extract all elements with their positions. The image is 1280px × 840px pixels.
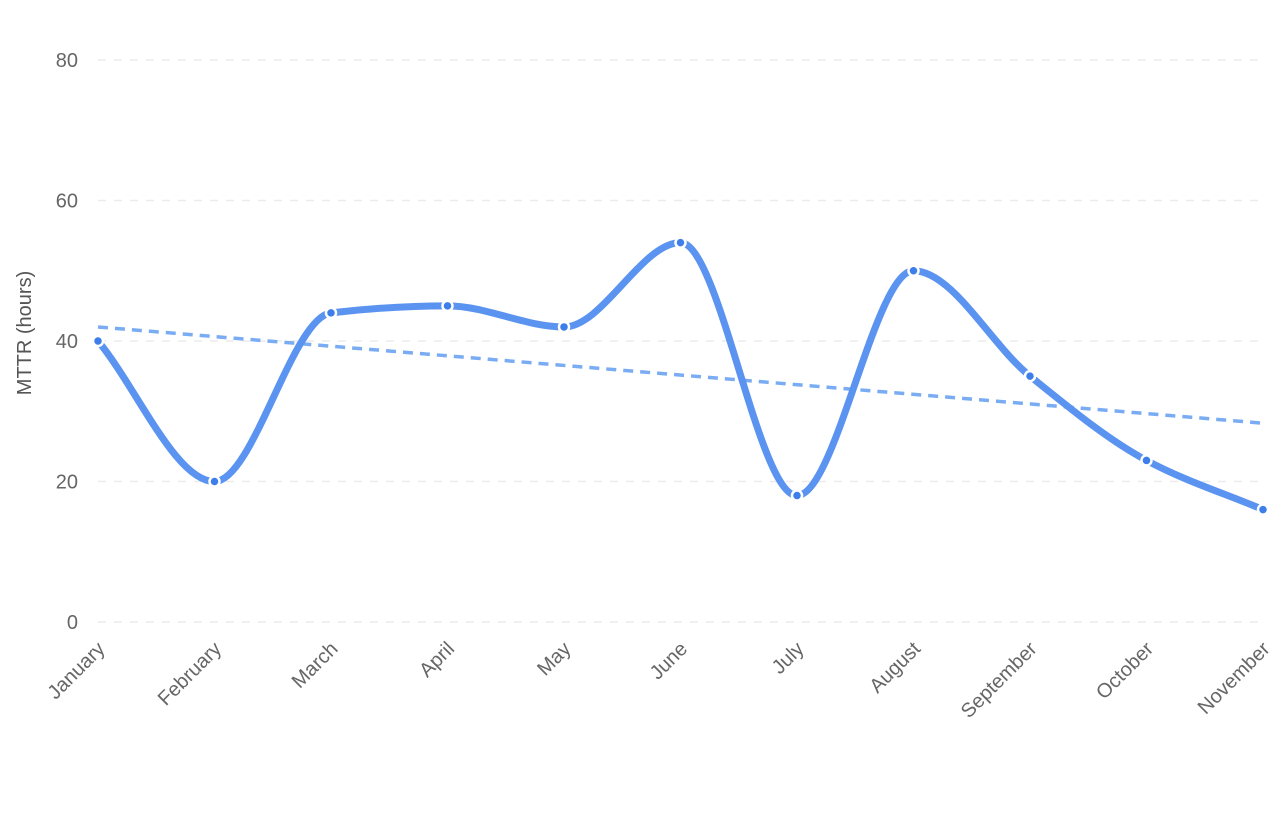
data-point[interactable] <box>790 489 804 502</box>
data-point[interactable] <box>1023 369 1037 383</box>
data-point[interactable] <box>441 299 454 313</box>
data-point[interactable] <box>907 264 920 277</box>
data-point[interactable] <box>1140 454 1153 467</box>
data-point[interactable] <box>324 306 338 320</box>
y-tick-label: 40 <box>56 331 78 353</box>
x-tick-label: September <box>957 638 1042 723</box>
series-line <box>94 239 1267 514</box>
point-layer <box>91 236 1270 516</box>
data-point[interactable] <box>208 475 221 488</box>
x-tick-label: November <box>1194 638 1275 719</box>
y-tick-label: 60 <box>56 191 78 213</box>
x-tick-label: June <box>646 638 692 684</box>
y-tick-label: 80 <box>56 50 78 72</box>
x-axis: January February March April May June July Augu… <box>44 638 1275 723</box>
x-tick-label: January <box>44 638 110 704</box>
y-axis: 0 20 40 60 80 <box>56 50 78 634</box>
data-point[interactable] <box>1256 503 1270 516</box>
grid-layer <box>98 59 1263 623</box>
x-tick-label: August <box>865 638 925 698</box>
x-tick-label: March <box>288 638 343 693</box>
y-tick-label: 0 <box>67 612 78 634</box>
data-point[interactable] <box>674 236 687 249</box>
x-tick-label: February <box>154 638 226 710</box>
x-tick-label: May <box>533 638 575 680</box>
x-tick-label: October <box>1092 638 1158 704</box>
y-tick-label: 20 <box>56 472 78 494</box>
data-point[interactable] <box>557 320 571 334</box>
x-tick-label: April <box>415 638 459 682</box>
data-point[interactable] <box>91 334 105 348</box>
x-tick-label: July <box>768 638 809 679</box>
series-layer <box>94 239 1267 514</box>
y-axis-label: MTTR (hours) <box>14 271 36 395</box>
